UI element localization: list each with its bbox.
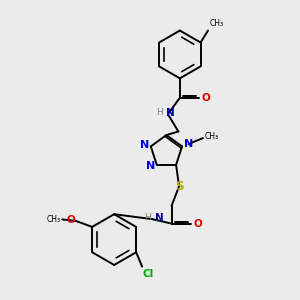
Text: O: O [66, 215, 75, 225]
Text: N: N [155, 213, 164, 223]
Text: Cl: Cl [143, 269, 154, 279]
Text: N: N [146, 161, 155, 171]
Text: H: H [145, 213, 151, 222]
Text: CH₃: CH₃ [47, 215, 61, 224]
Text: N: N [140, 140, 149, 150]
Text: CH₃: CH₃ [209, 19, 224, 28]
Text: H: H [156, 109, 163, 118]
Text: O: O [202, 93, 210, 103]
Text: N: N [184, 139, 193, 149]
Text: O: O [194, 219, 202, 229]
Text: CH₃: CH₃ [204, 132, 219, 141]
Text: S: S [175, 180, 183, 193]
Text: N: N [167, 108, 175, 118]
